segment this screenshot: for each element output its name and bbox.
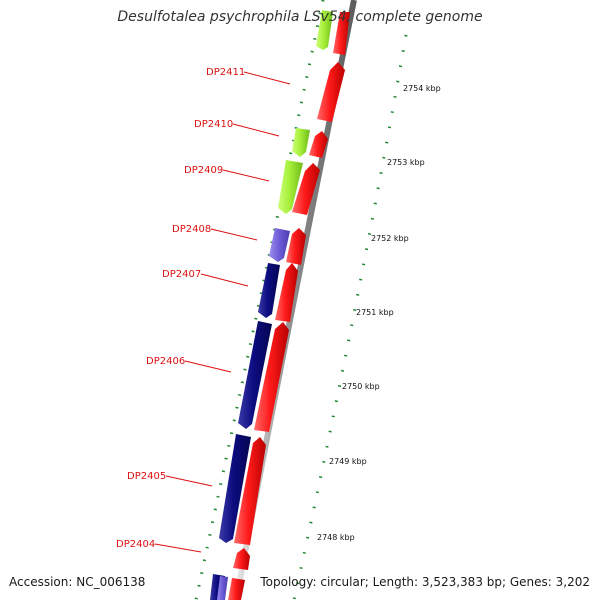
inner-tick-ring (194, 0, 325, 600)
gene-label-dp2409: DP2409 (184, 165, 223, 176)
gene-label-dp2405: DP2405 (127, 471, 166, 482)
forward-cds (286, 228, 306, 265)
gene-label-dp2411: DP2411 (206, 67, 245, 78)
gene-label-dp2404: DP2404 (116, 539, 155, 550)
label-leader-line (165, 475, 213, 487)
genome-title: Desulfotalea psychrophila LSv54, complet… (117, 9, 483, 25)
label-leader-line (200, 273, 249, 287)
topology-text: Topology: circular; Length: 3,523,383 bp… (260, 575, 590, 589)
scale-label-2752: 2752 kbp (371, 234, 409, 243)
forward-cds (228, 578, 245, 600)
forward-cds (309, 131, 328, 158)
reverse-cds (269, 228, 290, 262)
accession-text: Accession: NC_006138 (9, 575, 146, 589)
label-leader-line (243, 71, 291, 85)
gene-label-dp2408: DP2408 (172, 224, 211, 235)
forward-cds (292, 163, 320, 215)
forward-cds (254, 322, 289, 432)
scale-label-2748: 2748 kbp (317, 533, 355, 542)
gene-label-dp2406: DP2406 (146, 356, 185, 367)
reverse-cds (316, 10, 333, 50)
gene-label-dp2407: DP2407 (162, 269, 201, 280)
label-leader-line (184, 360, 232, 373)
reverse-cds (238, 321, 272, 429)
label-leader-line (210, 228, 258, 241)
forward-cds (317, 62, 345, 122)
scale-label-2753: 2753 kbp (387, 158, 425, 167)
reverse-cds (217, 576, 228, 600)
forward-cds (333, 12, 350, 55)
reverse-cds (219, 434, 251, 543)
outer-tick-ring (292, 34, 408, 600)
scale-label-2750: 2750 kbp (342, 382, 380, 391)
scale-label-2751: 2751 kbp (356, 308, 394, 317)
label-leader-line (154, 543, 202, 553)
label-leader-line (222, 169, 270, 182)
scale-label-2749: 2749 kbp (329, 457, 367, 466)
forward-cds (233, 548, 250, 570)
gene-label-dp2410: DP2410 (194, 119, 233, 130)
reverse-cds (258, 263, 280, 318)
label-leader-line (232, 123, 280, 137)
scale-label-2754: 2754 kbp (403, 84, 441, 93)
forward-cds (234, 437, 266, 545)
reverse-cds (292, 128, 310, 157)
forward-cds (275, 263, 298, 322)
reverse-cds (278, 160, 303, 214)
